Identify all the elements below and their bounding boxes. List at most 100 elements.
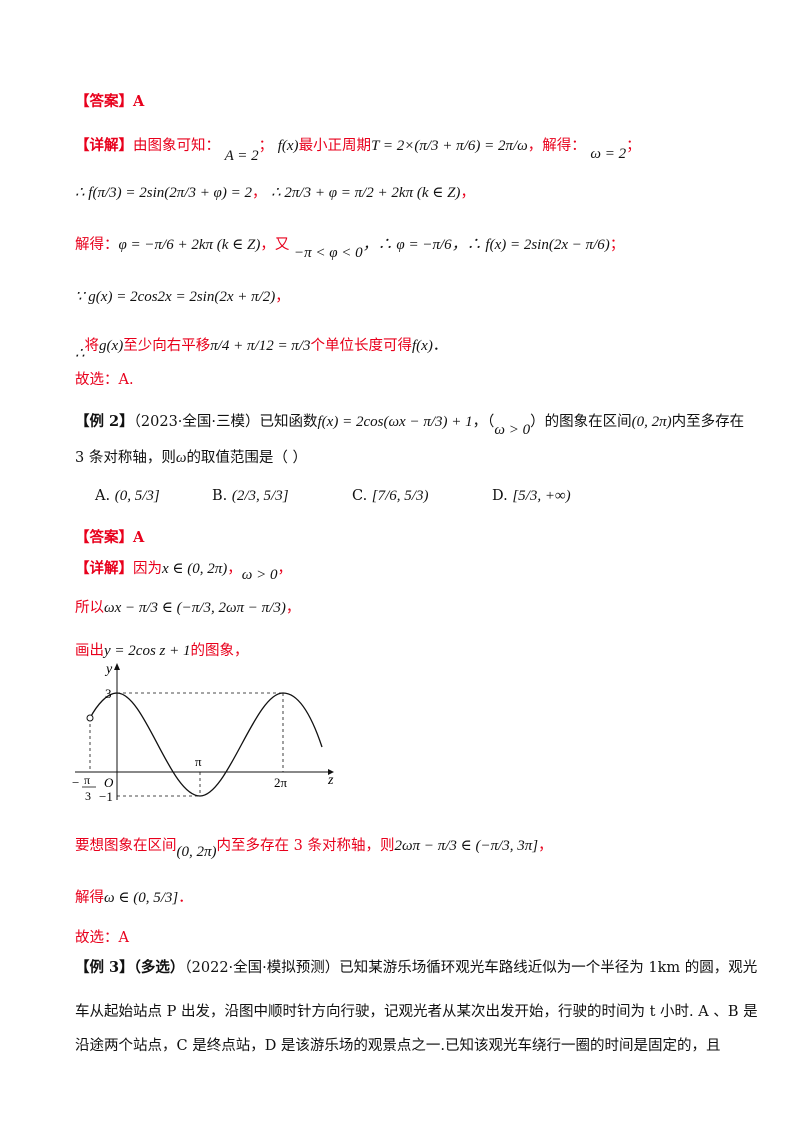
detail-2-line-2: 所以ωx − π/3 ∈ (−π/3, 2ωπ − π/3)， [75, 598, 300, 618]
example-3-line-2: 车从起始站点 P 出发，沿图中顺时针方向行驶，记观光者从某次出发开始，行驶的时间… [75, 1004, 758, 1020]
detail-text: 内至多存在 3 条对称轴，则 [216, 838, 395, 854]
detail-text: 个单位长度可得 [310, 338, 413, 354]
question-text: ）的图象在区间 [530, 414, 632, 430]
y-tick-3: 3 [105, 686, 112, 701]
example-3-line-3: 沿途两个站点，C 是终点站，D 是该游乐场的观景点之一.已知该观光车绕行一圈的时… [75, 1038, 721, 1054]
math-omega: ω [175, 450, 187, 466]
open-endpoint [86, 714, 94, 722]
detail-text: 将 [84, 338, 100, 354]
z-axis-arrow [328, 769, 334, 775]
sep: ， [251, 185, 267, 201]
detail-text: 由图象可知： [133, 138, 220, 154]
math-period: T = 2×(π/3 + π/6) = 2π/ω [371, 138, 528, 154]
z-tick-pi: π [195, 754, 202, 769]
answer-label: 【答案】 [75, 93, 133, 110]
choice-b[interactable]: B. (2/3, 5/3] [212, 488, 289, 505]
choice-a[interactable]: A. (0, 5/3] [95, 488, 160, 505]
origin-label: O [104, 775, 114, 790]
detail-text: 最小正周期 [298, 138, 372, 154]
choice-value: (2/3, 5/3] [231, 488, 289, 504]
sep: ， [227, 561, 242, 577]
question-text: ，（ [472, 414, 495, 430]
answer-2: 【答案】A [75, 528, 144, 548]
detail-2-line-4: 要想图象在区间(0, 2π)内至多存在 3 条对称轴，则2ωπ − π/3 ∈ … [75, 836, 553, 860]
y-axis-label: y [104, 662, 113, 677]
math-phi: φ = −π/6 + 2kπ (k ∈ Z) [118, 237, 261, 253]
detail-2-line-1: 【详解】因为x ∈ (0, 2π)，ω > 0， [75, 559, 293, 583]
question-text: 已知函数 [259, 414, 318, 430]
sep: ， [285, 600, 301, 616]
sep: ， [275, 289, 290, 305]
detail-label: 【详解】 [75, 560, 133, 577]
sep: ； [626, 138, 641, 154]
detail-text: 画出 [75, 643, 104, 659]
math-fx: f(x) [412, 338, 433, 354]
answer-1: 【答案】A [75, 92, 144, 112]
math-phi-value: ，∴ φ = −π/6 [362, 237, 452, 253]
math-shift: π/4 + π/12 = π/3 [210, 338, 311, 354]
math-omega-pos: ω > 0 [241, 567, 278, 583]
detail-1-line-4: ∵ g(x) = 2cos2x = 2sin(2x + π/2)， [75, 287, 290, 307]
choice-value: [7/6, 5/3) [371, 488, 429, 504]
question-text: 的取值范围是（ ） [186, 450, 308, 466]
neg-sign: − [72, 775, 79, 790]
choice-label: D. [492, 488, 508, 504]
answer-value: A [133, 529, 145, 546]
sep: ， [277, 561, 293, 577]
question-text: 3 条对称轴，则 [75, 450, 176, 466]
z-tick-2pi: 2π [274, 775, 288, 790]
math-fx: f(x) [277, 138, 299, 154]
math-omega-result: ω ∈ (0, 5/3] [104, 890, 179, 906]
math-x-range: x ∈ (0, 2π) [162, 561, 228, 577]
detail-label: 【详解】 [75, 137, 133, 154]
cosine-curve [89, 692, 323, 797]
choice-value: [5/3, +∞) [512, 488, 571, 504]
math-therefore: ∴ [75, 346, 85, 362]
math-f-def: f(x) = 2cos(ωx − π/3) + 1 [317, 414, 473, 430]
answer-label: 【答案】 [75, 529, 133, 546]
detail-text: 解得 [75, 890, 104, 906]
detail-1-line-2: ∴ f(π/3) = 2sin(2π/3 + φ) = 2， ∴ 2π/3 + … [75, 183, 475, 203]
example-3-line-1: 【例 3】（多选）（2022·全国·模拟预测）已知某游乐场循环观光车路线近似为一… [75, 958, 757, 978]
question-text: 内至多存在 [671, 414, 745, 430]
neg-pi-den: 3 [85, 789, 91, 803]
math-phi-range: −π < φ < 0 [293, 245, 363, 261]
math-interval: (0, 2π) [631, 414, 672, 430]
detail-2-line-5: 解得ω ∈ (0, 5/3]． [75, 888, 193, 908]
detail-1-line-5: ∴将g(x)至少向右平移π/4 + π/12 = π/3个单位长度可得f(x)． [75, 336, 448, 362]
choice-c[interactable]: C. [7/6, 5/3) [352, 488, 428, 505]
detail-1-line-1: 【详解】由图象可知： A = 2； f(x)最小正周期T = 2×(π/3 + … [75, 136, 641, 164]
z-axis-label: z [327, 773, 334, 788]
choose-2: 故选：A [75, 930, 129, 946]
example-label: 【例 2】 [75, 413, 134, 430]
sep: ； [609, 237, 625, 253]
choice-label: B. [212, 488, 228, 504]
math-y-def: y = 2cos z + 1 [104, 643, 191, 659]
detail-1-line-3: 解得：φ = −π/6 + 2kπ (k ∈ Z)，又 −π < φ < 0，∴… [75, 235, 625, 261]
math-interval: (0, 2π) [176, 844, 217, 860]
neg-pi-num: π [84, 773, 90, 787]
y-axis-arrow [114, 663, 120, 670]
math-f-pi3: ∴ f(π/3) = 2sin(2π/3 + φ) = 2 [75, 185, 252, 201]
detail-text: ，又 [260, 237, 290, 253]
math-g-def: ∵ g(x) = 2cos2x = 2sin(2x + π/2) [75, 289, 276, 305]
example-2-line-1: 【例 2】（2023·全国·三模）已知函数f(x) = 2cos(ωx − π/… [75, 412, 745, 438]
detail-text: 要想图象在区间 [75, 838, 177, 854]
example-2-line-2: 3 条对称轴，则ω的取值范围是（ ） [75, 448, 307, 468]
sep: ； [258, 138, 274, 154]
math-a-eq-2: A = 2 [224, 148, 259, 164]
detail-text: ，解得： [527, 138, 586, 154]
math-omega-eq-2: ω = 2 [590, 146, 627, 162]
example-label: 【例 3】 [75, 959, 134, 976]
detail-text: 的图象， [190, 643, 249, 659]
math-gx: g(x) [99, 338, 124, 354]
question-text: 已知某游乐场循环观光车路线近似为一个半径为 1km 的圆，观光 [339, 960, 758, 976]
choice-label: C. [352, 488, 368, 504]
detail-2-line-3: 画出y = 2cos z + 1的图象， [75, 641, 248, 661]
source: （2023·全国·三模） [133, 414, 260, 430]
multi-tag: （多选） [133, 959, 185, 976]
sep: ， [538, 838, 553, 854]
sep: ． [432, 338, 448, 354]
choice-value: (0, 5/3] [114, 488, 160, 504]
choice-d[interactable]: D. [5/3, +∞) [492, 488, 571, 505]
